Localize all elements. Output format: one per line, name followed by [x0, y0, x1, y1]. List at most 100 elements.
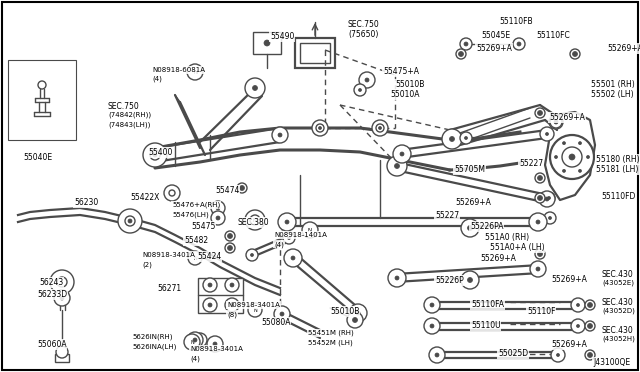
Circle shape: [394, 164, 399, 169]
Circle shape: [169, 190, 175, 196]
Circle shape: [164, 185, 180, 201]
Circle shape: [54, 290, 70, 306]
Circle shape: [208, 303, 212, 307]
Text: (8): (8): [227, 311, 237, 317]
Text: SEC.750: SEC.750: [108, 102, 140, 111]
Text: 55110U: 55110U: [471, 321, 500, 330]
Text: SEC.430: SEC.430: [602, 270, 634, 279]
Circle shape: [216, 216, 220, 220]
Circle shape: [388, 269, 406, 287]
Circle shape: [246, 249, 258, 261]
Text: 55040E: 55040E: [23, 153, 52, 162]
Circle shape: [274, 306, 290, 322]
Circle shape: [548, 217, 552, 219]
Circle shape: [208, 283, 212, 287]
Circle shape: [588, 324, 593, 328]
Text: 56233D: 56233D: [37, 290, 67, 299]
Circle shape: [248, 303, 262, 317]
Text: 55269+A: 55269+A: [549, 113, 585, 122]
Text: SEC.430: SEC.430: [602, 298, 634, 307]
Circle shape: [467, 225, 472, 231]
Circle shape: [284, 249, 302, 267]
Circle shape: [250, 253, 253, 257]
Circle shape: [562, 147, 582, 167]
Circle shape: [435, 353, 439, 357]
Circle shape: [570, 49, 580, 59]
Text: N: N: [253, 308, 257, 312]
Text: 5626IN(RH): 5626IN(RH): [132, 334, 173, 340]
Text: 55502 (LH): 55502 (LH): [591, 90, 634, 99]
Bar: [295, 38, 335, 68]
Circle shape: [585, 350, 595, 360]
Circle shape: [458, 51, 463, 57]
Circle shape: [118, 209, 142, 233]
Text: (43052E): (43052E): [602, 279, 634, 285]
Text: 55422X: 55422X: [130, 193, 159, 202]
Circle shape: [253, 86, 257, 90]
Text: (74842(RH)): (74842(RH)): [108, 112, 151, 119]
Circle shape: [225, 243, 235, 253]
Circle shape: [460, 38, 472, 50]
Circle shape: [245, 78, 265, 98]
Circle shape: [187, 332, 203, 348]
Circle shape: [203, 278, 217, 292]
Circle shape: [569, 154, 575, 160]
Circle shape: [550, 135, 594, 179]
Circle shape: [291, 256, 295, 260]
Circle shape: [554, 155, 557, 158]
Text: 55180 (RH): 55180 (RH): [596, 155, 639, 164]
Circle shape: [586, 155, 589, 158]
Text: (43052D): (43052D): [602, 307, 635, 314]
Circle shape: [153, 153, 157, 157]
Text: 55451M (RH): 55451M (RH): [308, 330, 354, 337]
Circle shape: [424, 297, 440, 313]
Text: 55475: 55475: [191, 222, 216, 231]
Circle shape: [551, 348, 565, 362]
Circle shape: [250, 215, 260, 225]
Circle shape: [585, 300, 595, 310]
Circle shape: [143, 143, 167, 167]
Circle shape: [538, 110, 543, 115]
Circle shape: [354, 84, 366, 96]
Text: 55010A: 55010A: [390, 90, 419, 99]
Circle shape: [365, 78, 369, 82]
Text: J43100QE: J43100QE: [593, 358, 630, 367]
Circle shape: [464, 42, 468, 46]
Circle shape: [536, 267, 540, 271]
Text: 56230: 56230: [74, 198, 99, 207]
Circle shape: [184, 334, 200, 350]
Text: 55110F: 55110F: [527, 307, 556, 316]
Circle shape: [56, 346, 68, 358]
Text: 55045E: 55045E: [481, 31, 510, 40]
Text: N: N: [253, 218, 257, 222]
Text: 56243: 56243: [39, 278, 63, 287]
Text: 551A0 (RH): 551A0 (RH): [485, 233, 529, 242]
Text: 55424: 55424: [197, 252, 221, 261]
Circle shape: [211, 201, 225, 215]
Text: N08918-3401A: N08918-3401A: [227, 302, 280, 308]
Text: 55269+A: 55269+A: [476, 44, 512, 53]
Text: N: N: [190, 340, 194, 344]
Circle shape: [378, 126, 381, 129]
Circle shape: [358, 89, 362, 92]
Circle shape: [563, 169, 566, 172]
Text: 55269+A: 55269+A: [480, 254, 516, 263]
Text: 55227: 55227: [435, 211, 459, 220]
Circle shape: [216, 206, 220, 210]
Circle shape: [544, 212, 556, 224]
Text: SEC.750: SEC.750: [348, 20, 380, 29]
Circle shape: [272, 127, 288, 143]
Circle shape: [467, 278, 472, 282]
Circle shape: [393, 145, 411, 163]
Circle shape: [280, 312, 284, 316]
Circle shape: [538, 251, 543, 257]
Text: N08918-3401A: N08918-3401A: [190, 346, 243, 352]
Text: SEC.380: SEC.380: [238, 218, 269, 227]
Circle shape: [430, 324, 434, 328]
Circle shape: [449, 137, 454, 141]
Circle shape: [38, 81, 46, 89]
Circle shape: [372, 120, 388, 136]
Circle shape: [465, 137, 467, 140]
Circle shape: [550, 116, 562, 128]
Bar: [198, 278, 243, 313]
